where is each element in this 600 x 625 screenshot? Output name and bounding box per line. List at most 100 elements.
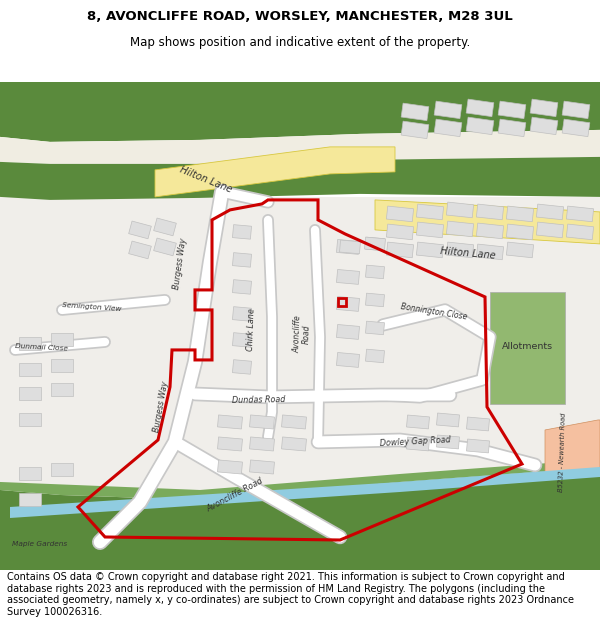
FancyBboxPatch shape bbox=[407, 437, 430, 451]
FancyBboxPatch shape bbox=[250, 460, 274, 474]
FancyBboxPatch shape bbox=[434, 119, 462, 137]
Polygon shape bbox=[0, 82, 600, 142]
FancyBboxPatch shape bbox=[51, 334, 73, 346]
FancyBboxPatch shape bbox=[337, 239, 359, 254]
FancyBboxPatch shape bbox=[437, 435, 460, 449]
FancyBboxPatch shape bbox=[416, 204, 443, 220]
FancyBboxPatch shape bbox=[407, 415, 430, 429]
Polygon shape bbox=[545, 420, 600, 480]
FancyBboxPatch shape bbox=[337, 269, 359, 284]
FancyBboxPatch shape bbox=[466, 117, 494, 134]
FancyBboxPatch shape bbox=[365, 237, 385, 251]
Polygon shape bbox=[0, 468, 600, 570]
Text: Burgess Way: Burgess Way bbox=[152, 381, 170, 433]
FancyBboxPatch shape bbox=[530, 117, 558, 134]
FancyBboxPatch shape bbox=[337, 296, 359, 311]
FancyBboxPatch shape bbox=[434, 101, 462, 119]
Text: Maple Gardens: Maple Gardens bbox=[12, 541, 67, 547]
Polygon shape bbox=[375, 200, 600, 244]
FancyBboxPatch shape bbox=[498, 101, 526, 119]
FancyBboxPatch shape bbox=[466, 99, 494, 117]
FancyBboxPatch shape bbox=[232, 279, 251, 294]
FancyBboxPatch shape bbox=[566, 224, 593, 240]
Text: Dunmail Close: Dunmail Close bbox=[15, 342, 68, 351]
FancyBboxPatch shape bbox=[154, 238, 176, 256]
FancyBboxPatch shape bbox=[19, 338, 41, 351]
FancyBboxPatch shape bbox=[128, 221, 151, 239]
Text: Allotments: Allotments bbox=[502, 342, 553, 351]
FancyBboxPatch shape bbox=[530, 99, 558, 117]
FancyBboxPatch shape bbox=[365, 237, 385, 251]
FancyBboxPatch shape bbox=[498, 119, 526, 137]
Polygon shape bbox=[490, 292, 565, 404]
FancyBboxPatch shape bbox=[19, 388, 41, 401]
FancyBboxPatch shape bbox=[154, 218, 176, 236]
FancyBboxPatch shape bbox=[467, 417, 490, 431]
FancyBboxPatch shape bbox=[446, 202, 473, 217]
Text: 8, AVONCLIFFE ROAD, WORSLEY, MANCHESTER, M28 3UL: 8, AVONCLIFFE ROAD, WORSLEY, MANCHESTER,… bbox=[87, 10, 513, 23]
Polygon shape bbox=[0, 130, 600, 164]
FancyBboxPatch shape bbox=[401, 103, 429, 121]
FancyBboxPatch shape bbox=[365, 293, 385, 307]
Text: Dowley Gap Road: Dowley Gap Road bbox=[380, 436, 451, 448]
Polygon shape bbox=[10, 467, 600, 518]
Polygon shape bbox=[155, 147, 395, 197]
FancyBboxPatch shape bbox=[386, 206, 413, 222]
FancyBboxPatch shape bbox=[218, 415, 242, 429]
FancyBboxPatch shape bbox=[281, 437, 307, 451]
FancyBboxPatch shape bbox=[51, 384, 73, 396]
FancyBboxPatch shape bbox=[232, 253, 251, 267]
Text: B5232 - Newearth Road: B5232 - Newearth Road bbox=[558, 412, 567, 492]
Text: Hilton Lane: Hilton Lane bbox=[440, 246, 496, 261]
FancyBboxPatch shape bbox=[232, 359, 251, 374]
FancyBboxPatch shape bbox=[232, 224, 251, 239]
Text: Map shows position and indicative extent of the property.: Map shows position and indicative extent… bbox=[130, 36, 470, 49]
FancyBboxPatch shape bbox=[467, 439, 490, 453]
FancyBboxPatch shape bbox=[562, 101, 590, 119]
FancyBboxPatch shape bbox=[19, 414, 41, 426]
FancyBboxPatch shape bbox=[232, 332, 251, 348]
FancyBboxPatch shape bbox=[446, 221, 473, 237]
FancyBboxPatch shape bbox=[562, 119, 590, 137]
FancyBboxPatch shape bbox=[340, 240, 361, 254]
FancyBboxPatch shape bbox=[250, 437, 274, 451]
FancyBboxPatch shape bbox=[218, 437, 242, 451]
FancyBboxPatch shape bbox=[232, 307, 251, 321]
Text: Hilton Lane: Hilton Lane bbox=[178, 165, 233, 195]
FancyBboxPatch shape bbox=[446, 242, 473, 258]
FancyBboxPatch shape bbox=[19, 468, 41, 481]
FancyBboxPatch shape bbox=[386, 242, 413, 258]
FancyBboxPatch shape bbox=[476, 244, 503, 260]
Text: Contains OS data © Crown copyright and database right 2021. This information is : Contains OS data © Crown copyright and d… bbox=[7, 572, 574, 617]
FancyBboxPatch shape bbox=[128, 241, 151, 259]
FancyBboxPatch shape bbox=[19, 364, 41, 376]
Text: Avoncliffe
Road: Avoncliffe Road bbox=[292, 315, 312, 353]
FancyBboxPatch shape bbox=[506, 242, 533, 258]
Text: Bonnington Close: Bonnington Close bbox=[400, 302, 468, 322]
FancyBboxPatch shape bbox=[51, 359, 73, 372]
FancyBboxPatch shape bbox=[365, 321, 385, 335]
FancyBboxPatch shape bbox=[337, 352, 359, 367]
FancyBboxPatch shape bbox=[566, 206, 593, 222]
FancyBboxPatch shape bbox=[218, 460, 242, 474]
Bar bbox=[0, 197, 600, 570]
FancyBboxPatch shape bbox=[506, 224, 533, 240]
Text: Semington View: Semington View bbox=[62, 302, 122, 312]
FancyBboxPatch shape bbox=[19, 494, 41, 506]
FancyBboxPatch shape bbox=[476, 223, 503, 239]
FancyBboxPatch shape bbox=[365, 265, 385, 279]
FancyBboxPatch shape bbox=[437, 413, 460, 427]
Polygon shape bbox=[0, 157, 600, 200]
FancyBboxPatch shape bbox=[51, 464, 73, 476]
FancyBboxPatch shape bbox=[476, 204, 503, 220]
FancyBboxPatch shape bbox=[506, 206, 533, 222]
Polygon shape bbox=[0, 460, 600, 500]
FancyBboxPatch shape bbox=[536, 222, 563, 238]
FancyBboxPatch shape bbox=[536, 204, 563, 220]
FancyBboxPatch shape bbox=[416, 242, 443, 258]
Text: Chirk Lane: Chirk Lane bbox=[246, 308, 256, 351]
Text: Dundas Road: Dundas Road bbox=[232, 395, 286, 405]
FancyBboxPatch shape bbox=[416, 222, 443, 238]
FancyBboxPatch shape bbox=[365, 349, 385, 362]
Text: Burgess Way: Burgess Way bbox=[172, 238, 188, 290]
